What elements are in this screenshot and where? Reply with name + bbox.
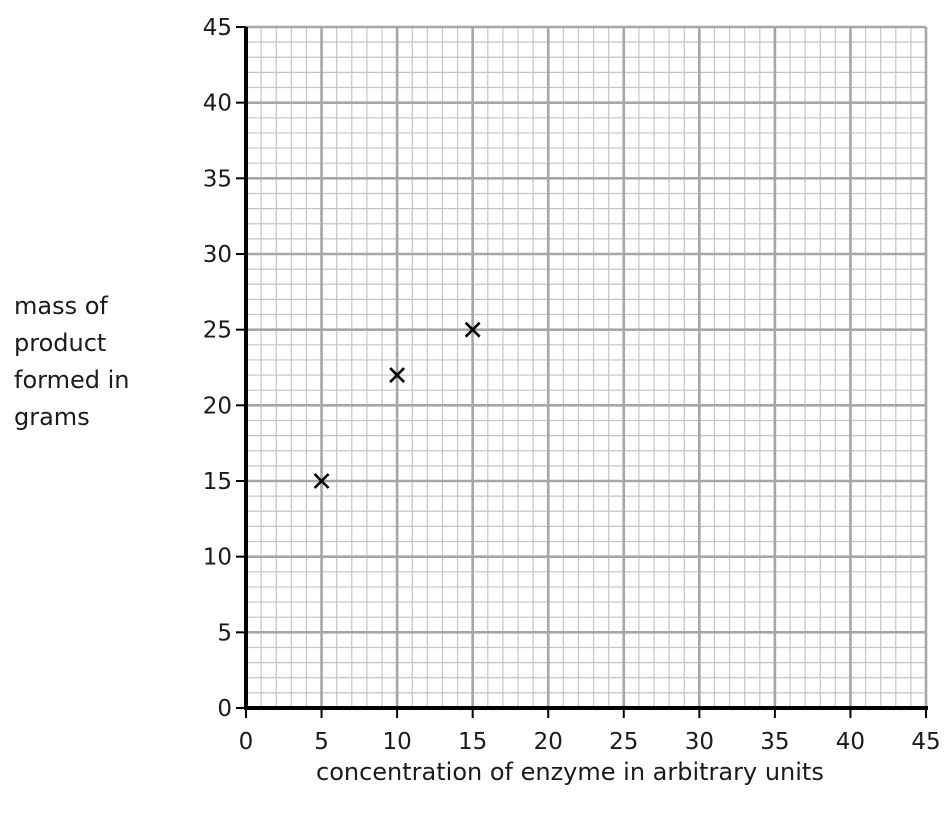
data-point-stroke — [389, 367, 406, 383]
data-point — [389, 367, 406, 383]
data-point-stroke — [313, 473, 330, 489]
y-tick-label: 30 — [203, 242, 232, 268]
data-point — [464, 321, 481, 338]
x-tick-label: 15 — [458, 729, 487, 755]
y-tick-label: 5 — [217, 620, 232, 646]
axis-ticks: 0 5 10 15 20 25 30 35 40 45 0 5 10 15 20 25 30 35 40 45 — [203, 15, 941, 755]
x-tick-label: 20 — [534, 729, 563, 755]
y-axis-label-line: product — [14, 329, 107, 357]
axes — [244, 27, 928, 710]
x-tick-label: 5 — [314, 729, 329, 755]
data-points — [313, 321, 481, 489]
y-tick-label: 25 — [203, 318, 232, 344]
y-axis-label: mass of product formed in grams — [14, 288, 129, 436]
major-grid — [246, 25, 928, 708]
y-axis-label-line: mass of — [14, 292, 108, 320]
x-axis-label: concentration of enzyme in arbitrary uni… — [316, 758, 824, 786]
x-tick-label: 30 — [685, 729, 714, 755]
data-point — [313, 473, 330, 489]
y-axis-label-line: formed in — [14, 366, 130, 394]
y-tick-label: 35 — [203, 166, 232, 192]
x-tick-label: 35 — [760, 729, 789, 755]
y-tick-label: 20 — [203, 393, 232, 419]
y-tick-label: 45 — [203, 15, 232, 41]
data-point-stroke — [464, 321, 481, 338]
x-tick-label: 40 — [836, 729, 865, 755]
y-axis-label-line: grams — [14, 403, 90, 431]
x-tick-label: 0 — [239, 729, 254, 755]
x-tick-label: 25 — [609, 729, 638, 755]
y-tick-label: 15 — [203, 469, 232, 495]
y-tick-label: 0 — [217, 696, 232, 722]
y-tick-label: 40 — [203, 91, 232, 117]
minor-grid — [246, 27, 926, 708]
x-tick-label: 10 — [382, 729, 411, 755]
y-tick-label: 10 — [203, 545, 232, 571]
x-tick-label: 45 — [911, 729, 940, 755]
